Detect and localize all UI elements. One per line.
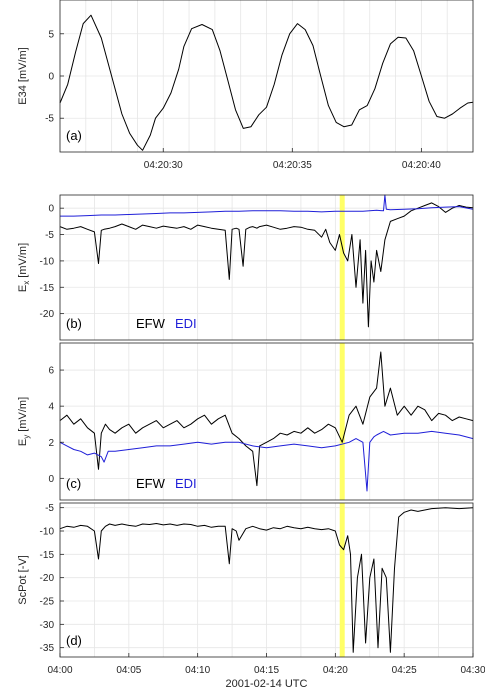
highlight-band	[339, 343, 345, 500]
y-tick-label: 0	[48, 204, 54, 215]
y-tick-label: 6	[48, 366, 54, 377]
x-tick-label: 04:05	[116, 665, 141, 676]
y-tick-label: -10	[40, 256, 55, 267]
axes-frame	[59, 342, 474, 501]
x-tick-label: 04:10	[185, 665, 210, 676]
y-axis-label: Ex [mV/m]	[17, 243, 31, 292]
y-tick-label: -25	[40, 597, 55, 608]
panel-label: (c)	[66, 476, 81, 491]
y-tick-label: 5	[48, 29, 54, 40]
series-line-efw	[59, 202, 474, 328]
panel-label: (b)	[66, 316, 82, 331]
panel-d: -35 -30 -25 -20 -15 -10 -5 ScPot [-V] 04:00 04:05…	[17, 502, 485, 690]
panel-label: (a)	[66, 128, 82, 143]
y-tick-label: 0	[48, 72, 54, 83]
y-axis-label: E34 [mV/m]	[17, 47, 29, 104]
x-tick-label: 04:00	[47, 665, 72, 676]
x-tick-label: 04:20:40	[402, 160, 441, 171]
y-tick-label: 2	[48, 438, 54, 449]
highlight-band	[339, 503, 345, 657]
panel-a: -5 0 5 E34 [mV/m] 04:20:30 04:20:35 04:20:40 (a…	[17, 0, 474, 171]
series-line-data	[59, 507, 474, 653]
series-line-edi	[59, 430, 474, 492]
legend-entry-efw: EFW	[136, 316, 166, 331]
x-tick-label: 04:20:35	[273, 160, 312, 171]
y-tick-label: -20	[40, 573, 55, 584]
legend-entry-edi: EDI	[175, 476, 197, 491]
y-tick-label: 0	[48, 474, 54, 485]
series-line-data	[59, 14, 474, 151]
x-axis-label: 2001-02-14 UTC	[226, 678, 308, 690]
y-tick-label: -15	[40, 550, 55, 561]
y-tick-label: -5	[45, 230, 54, 241]
x-tick-label: 04:20:30	[144, 160, 183, 171]
y-tick-label: -20	[40, 309, 55, 320]
x-tick-label: 04:25	[392, 665, 417, 676]
y-tick-label: -5	[45, 503, 54, 514]
panel-label: (d)	[66, 633, 82, 648]
y-tick-label: -10	[40, 527, 55, 538]
legend-entry-efw: EFW	[136, 476, 166, 491]
x-tick-label: 04:15	[254, 665, 279, 676]
y-tick-label: 4	[48, 402, 54, 413]
y-axis-label: Ey [mV/m]	[17, 397, 31, 446]
panel-b: -20 -15 -10 -5 0 Ex [mV/m] (b) EFW EDI	[17, 194, 474, 341]
series-line-edi	[60, 194, 474, 217]
y-tick-label: -5	[45, 114, 54, 125]
x-tick-label: 04:20	[323, 665, 348, 676]
y-tick-label: -30	[40, 620, 55, 631]
y-tick-label: -35	[40, 643, 55, 654]
legend-entry-edi: EDI	[175, 316, 197, 331]
y-axis-label: ScPot [-V]	[17, 555, 29, 605]
series-line-efw	[59, 351, 474, 487]
y-tick-label: -15	[40, 283, 55, 294]
highlight-band	[339, 195, 345, 340]
panel-c: 0 2 4 6 Ey [mV/m] (c) EFW EDI	[17, 342, 474, 501]
x-tick-label: 04:30	[460, 665, 485, 676]
axes-frame	[59, 194, 474, 341]
